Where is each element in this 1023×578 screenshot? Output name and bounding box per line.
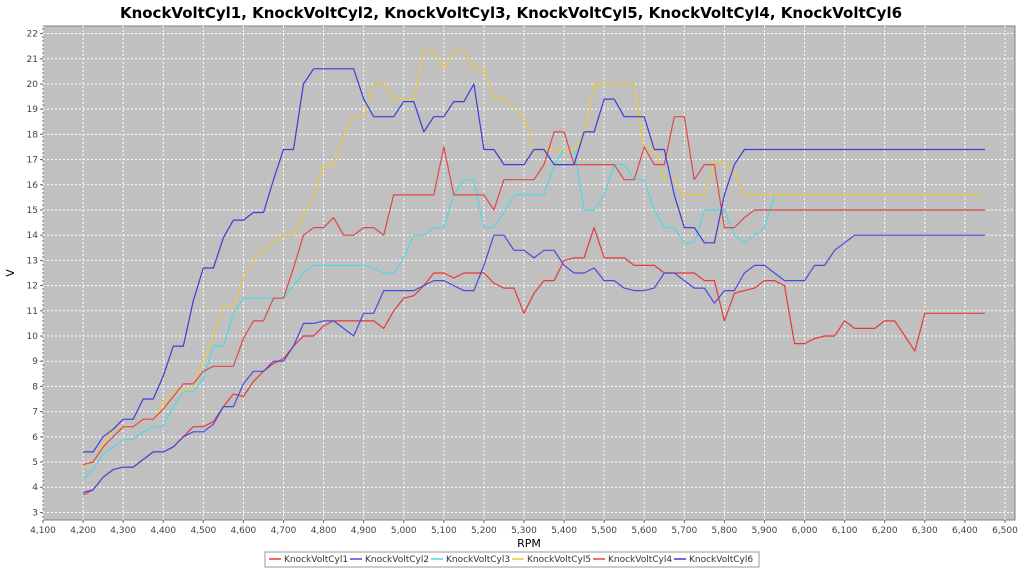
legend-entry: KnockVoltCyl1 bbox=[284, 555, 348, 565]
x-tick-label: 5,800 bbox=[712, 526, 738, 536]
y-tick-label: 15 bbox=[27, 206, 38, 216]
x-tick-label: 5,100 bbox=[431, 526, 457, 536]
x-tick-label: 6,000 bbox=[792, 526, 818, 536]
x-tick-label: 5,500 bbox=[591, 526, 617, 536]
x-tick-label: 4,300 bbox=[110, 526, 136, 536]
y-tick-label: 3 bbox=[32, 508, 38, 518]
legend-entry: KnockVoltCyl4 bbox=[608, 555, 672, 565]
x-tick-label: 6,500 bbox=[992, 526, 1018, 536]
legend-entry: KnockVoltCyl5 bbox=[527, 555, 591, 565]
y-tick-label: 17 bbox=[27, 156, 38, 166]
x-tick-label: 4,500 bbox=[190, 526, 216, 536]
x-tick-label: 4,100 bbox=[30, 526, 56, 536]
y-tick-label: 10 bbox=[27, 332, 39, 342]
legend-entry: KnockVoltCyl6 bbox=[689, 555, 753, 565]
legend: KnockVoltCyl1 KnockVoltCyl2 KnockVoltCyl3 K… bbox=[264, 551, 760, 568]
legend-entry: KnockVoltCyl3 bbox=[446, 555, 510, 565]
x-tick-label: 5,300 bbox=[511, 526, 537, 536]
plot-area bbox=[42, 25, 1016, 521]
y-tick-label: 19 bbox=[27, 105, 39, 115]
x-tick-label: 4,400 bbox=[150, 526, 176, 536]
x-tick-label: 6,100 bbox=[832, 526, 858, 536]
x-tick-label: 5,700 bbox=[671, 526, 697, 536]
x-tick-label: 4,700 bbox=[271, 526, 297, 536]
x-tick-label: 4,600 bbox=[231, 526, 257, 536]
y-tick-label: 4 bbox=[32, 483, 38, 493]
y-tick-label: 11 bbox=[27, 307, 38, 317]
series-lines bbox=[82, 50, 985, 496]
x-tick-label: 5,400 bbox=[551, 526, 577, 536]
y-tick-label: 21 bbox=[27, 55, 38, 65]
chart-title: KnockVoltCyl1, KnockVoltCyl2, KnockVoltC… bbox=[120, 4, 902, 22]
y-tick-label: 6 bbox=[32, 433, 38, 443]
series-line-KnockVoltCyl4 bbox=[82, 116, 985, 466]
x-tick-label: 6,300 bbox=[912, 526, 938, 536]
y-tick-label: 5 bbox=[32, 458, 38, 468]
y-tick-label: 7 bbox=[32, 408, 38, 418]
x-axis-ticks: 4,100 4,200 4,300 4,400 4,500 4,600 4,700 4,800… bbox=[30, 520, 1018, 536]
y-tick-label: 9 bbox=[32, 357, 38, 367]
x-tick-label: 4,900 bbox=[351, 526, 377, 536]
y-tick-label: 8 bbox=[32, 382, 38, 392]
y-tick-label: 13 bbox=[27, 256, 38, 266]
y-tick-label: 22 bbox=[27, 30, 38, 40]
x-axis-label: RPM bbox=[517, 537, 541, 550]
series-line-KnockVoltCyl2 bbox=[82, 234, 985, 493]
y-tick-label: 16 bbox=[27, 181, 39, 191]
x-tick-label: 4,200 bbox=[70, 526, 96, 536]
y-tick-label: 20 bbox=[27, 80, 39, 90]
x-tick-label: 6,200 bbox=[872, 526, 898, 536]
y-tick-label: 14 bbox=[27, 231, 39, 241]
y-tick-label: 18 bbox=[27, 130, 39, 140]
y-axis-ticks: 3 4 5 6 7 8 9 10 11 12 13 14 15 16 17 18 19 20 21 22 bbox=[27, 30, 43, 518]
series-line-KnockVoltCyl6 bbox=[83, 68, 985, 453]
legend-entry: KnockVoltCyl2 bbox=[365, 555, 429, 565]
y-tick-label: 12 bbox=[27, 282, 38, 292]
x-tick-label: 4,800 bbox=[311, 526, 337, 536]
x-tick-label: 5,200 bbox=[471, 526, 497, 536]
x-tick-label: 5,600 bbox=[631, 526, 657, 536]
x-tick-label: 5,900 bbox=[752, 526, 778, 536]
x-tick-label: 6,400 bbox=[952, 526, 978, 536]
x-tick-label: 5,000 bbox=[391, 526, 417, 536]
series-line-KnockVoltCyl1 bbox=[82, 227, 985, 496]
y-axis-label: V bbox=[4, 269, 17, 277]
